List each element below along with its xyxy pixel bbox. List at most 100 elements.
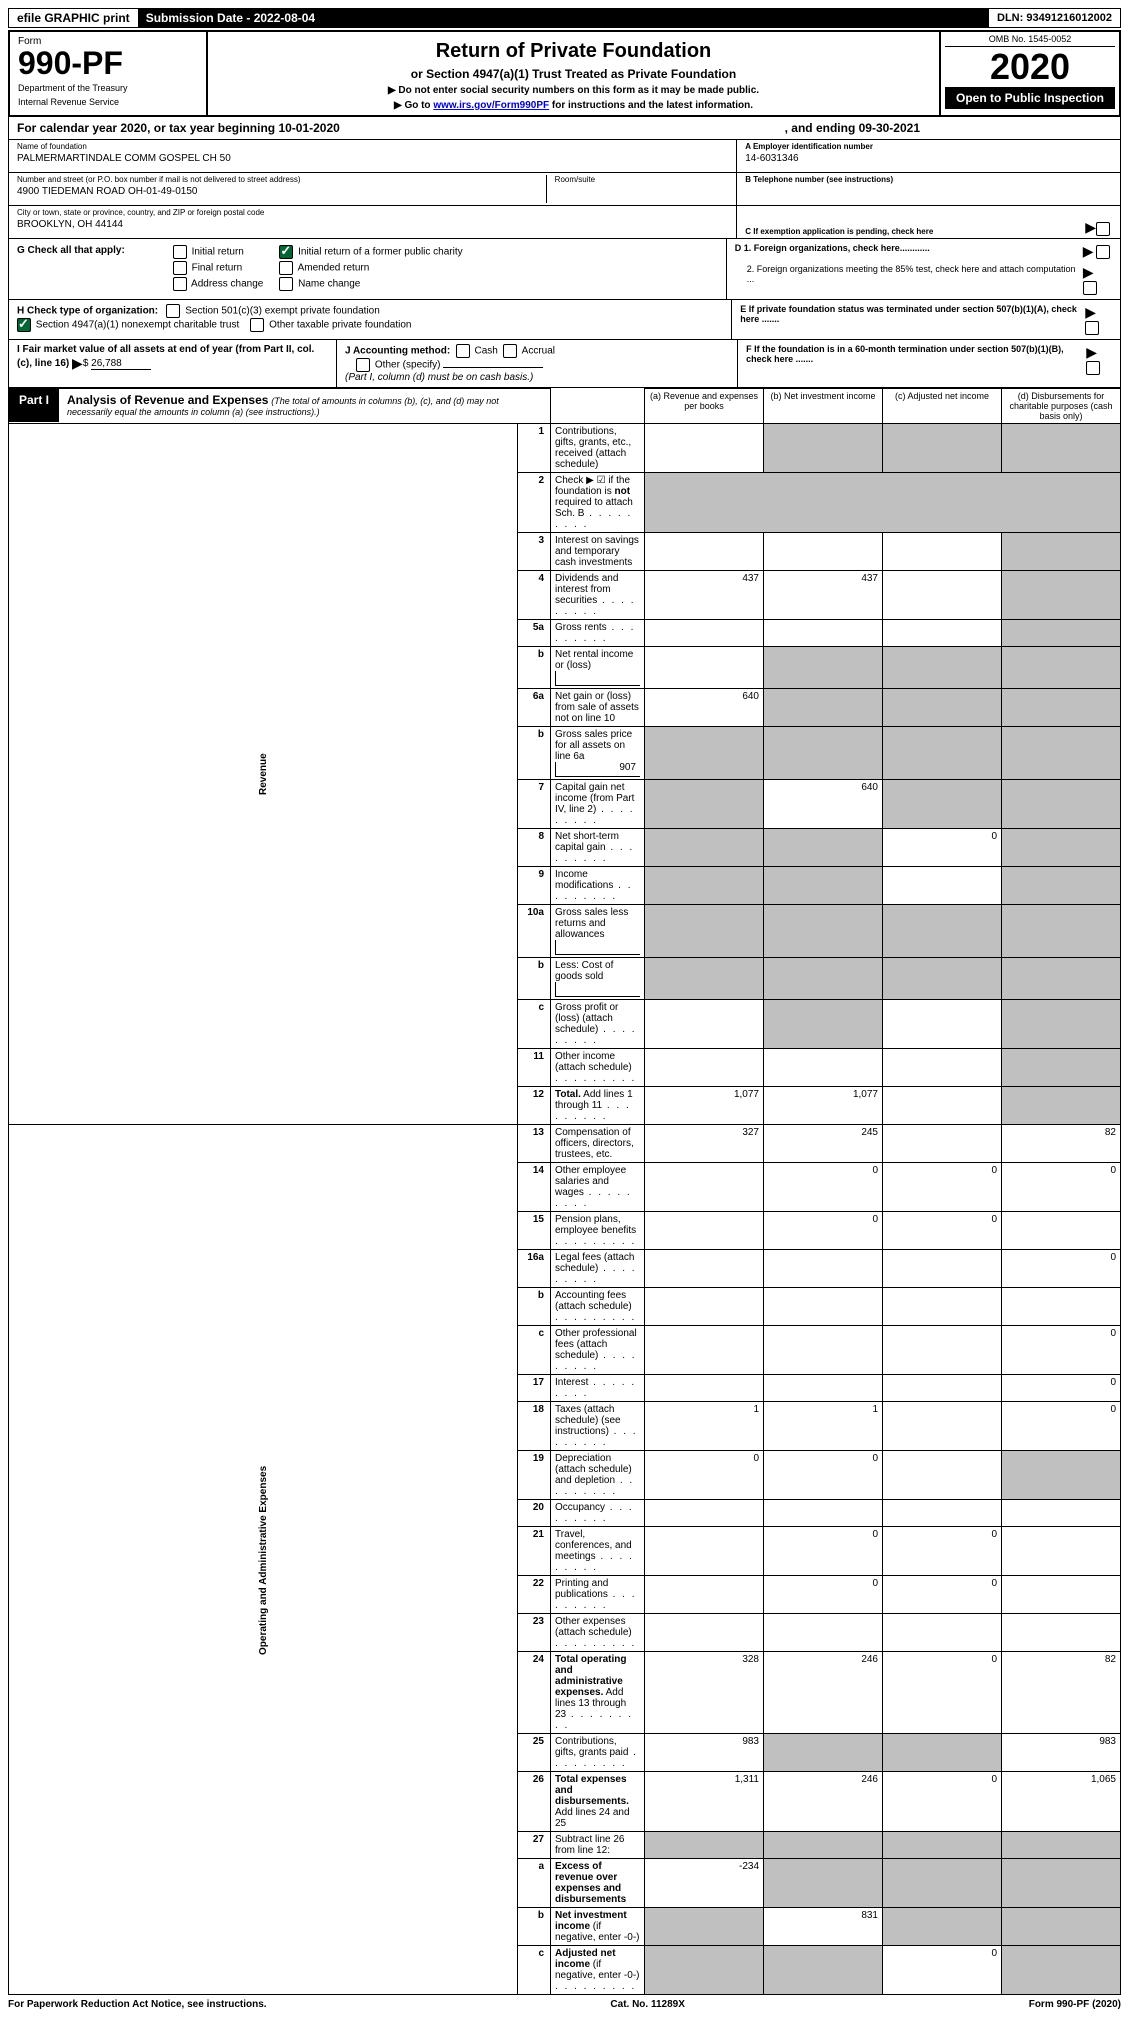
value-cell: 246 [764,1652,883,1734]
value-cell [883,647,1002,689]
value-cell [883,958,1002,1000]
g-name-checkbox[interactable] [279,277,293,291]
value-cell: 1,077 [645,1087,764,1125]
h3-checkbox[interactable] [250,318,264,332]
value-cell [883,1326,1002,1375]
g-initial-public-checkbox[interactable] [279,245,293,259]
h-label: H Check type of organization: [17,306,158,317]
row-number: 24 [518,1652,551,1734]
efile-label: efile GRAPHIC print [9,9,138,27]
note2-post: for instructions and the latest informat… [552,100,753,111]
row-number: b [518,727,551,780]
city-value: BROOKLYN, OH 44144 [17,217,728,230]
value-cell [1002,1614,1121,1652]
value-cell [1002,1087,1121,1125]
value-cell: 831 [764,1908,883,1946]
cal-year-end: , and ending 09-30-2021 [785,121,920,135]
value-cell: 0 [883,1163,1002,1212]
value-cell: 0 [764,1163,883,1212]
value-cell [645,1832,764,1859]
value-cell [1002,780,1121,829]
value-cell [764,1614,883,1652]
row-number: 23 [518,1614,551,1652]
row-desc: Gross rents [551,620,645,647]
g-opt-initial: Initial return [192,247,244,258]
g-label: G Check all that apply: [17,245,137,256]
row-desc: Legal fees (attach schedule) [551,1250,645,1288]
value-cell: 0 [883,1652,1002,1734]
name-label: Name of foundation [17,142,728,151]
row-desc: Subtract line 26 from line 12: [551,1832,645,1859]
value-cell [1002,1212,1121,1250]
g-opt-amended: Amended return [298,263,370,274]
value-cell [645,1212,764,1250]
row-desc: Travel, conferences, and meetings [551,1527,645,1576]
row-desc: Gross sales price for all assets on line… [551,727,645,780]
g-h-block: G Check all that apply: Initial return F… [8,239,1121,300]
value-cell: 640 [764,780,883,829]
row-number: 16a [518,1250,551,1288]
value-cell [883,1049,1002,1087]
row-desc: Net short-term capital gain [551,829,645,867]
foundation-name-row: Name of foundation PALMERMARTINDALE COMM… [9,140,736,173]
value-cell [764,1250,883,1288]
row-desc: Net gain or (loss) from sale of assets n… [551,689,645,727]
row-number: 9 [518,867,551,905]
j-accrual-checkbox[interactable] [503,344,517,358]
h1-checkbox[interactable] [166,304,180,318]
j-cash-checkbox[interactable] [456,344,470,358]
f-checkbox[interactable] [1086,361,1100,375]
row-number: 14 [518,1163,551,1212]
value-cell [1002,689,1121,727]
j-other-checkbox[interactable] [356,358,370,372]
row-desc: Gross profit or (loss) (attach schedule) [551,1000,645,1049]
g-final-checkbox[interactable] [173,261,187,275]
value-cell [764,1049,883,1087]
part1-desc: Analysis of Revenue and Expenses (The to… [59,389,550,422]
value-cell [1002,867,1121,905]
value-cell: 82 [1002,1652,1121,1734]
city-row: City or town, state or province, country… [9,206,736,238]
value-cell [883,1288,1002,1326]
col-c-head: (c) Adjusted net income [883,389,1002,424]
table-row: Revenue1Contributions, gifts, grants, et… [9,424,1121,473]
value-cell [1002,829,1121,867]
j-other: Other (specify) [375,360,441,371]
ein-row: A Employer identification number 14-6031… [737,140,1120,173]
footer-form-num: 990-PF [1057,1999,1090,2010]
g-initial-checkbox[interactable] [173,245,187,259]
value-cell [1002,1859,1121,1908]
g-amended-checkbox[interactable] [279,261,293,275]
subtitle: or Section 4947(a)(1) Trust Treated as P… [216,67,931,81]
row-desc: Contributions, gifts, grants, etc., rece… [551,424,645,473]
g-opt-initial-public: Initial return of a former public charit… [298,247,463,258]
phone-row: B Telephone number (see instructions) [737,173,1120,206]
e-checkbox[interactable] [1085,321,1099,335]
h2-checkbox[interactable] [17,318,31,332]
i-value: 26,788 [91,358,151,370]
d1-checkbox[interactable] [1096,245,1110,259]
value-cell [883,905,1002,958]
row-desc: Check ▶ ☑ if the foundation is not requi… [551,473,645,533]
value-cell [645,780,764,829]
instructions-link[interactable]: www.irs.gov/Form990PF [433,100,549,111]
row-desc: Income modifications [551,867,645,905]
value-cell [645,1049,764,1087]
tax-year: 2020 [945,47,1115,87]
value-cell [645,727,764,780]
c-checkbox[interactable] [1096,222,1110,236]
d1-label: D 1. Foreign organizations, check here..… [735,243,930,253]
row-desc: Other expenses (attach schedule) [551,1614,645,1652]
d2-checkbox[interactable] [1083,281,1097,295]
value-cell [764,727,883,780]
value-cell [764,1500,883,1527]
value-cell: 1,311 [645,1772,764,1832]
value-cell: 983 [1002,1734,1121,1772]
g-addr-checkbox[interactable] [173,277,187,291]
row-number: 8 [518,829,551,867]
row-number: 26 [518,1772,551,1832]
dept-treasury: Department of the Treasury [18,83,198,93]
value-cell [764,533,883,571]
value-cell [645,620,764,647]
row-desc: Depreciation (attach schedule) and deple… [551,1451,645,1500]
